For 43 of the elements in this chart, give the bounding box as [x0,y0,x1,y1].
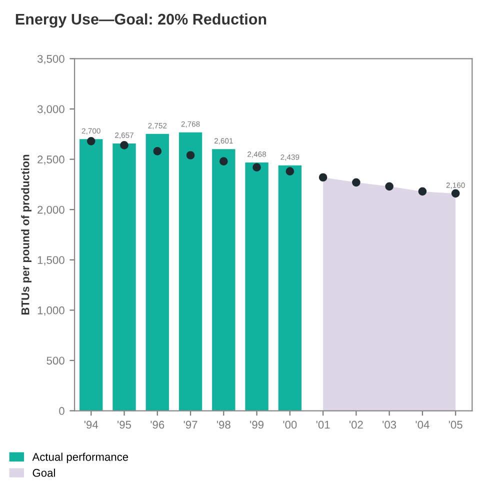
legend-label: Goal [32,468,55,477]
y-tick-label: 3,000 [37,105,64,114]
chart-title: Energy Use—Goal: 20% Reduction [16,13,266,28]
y-tick-label: 3,500 [37,54,64,64]
point [286,167,294,176]
point [418,187,427,196]
x-tick-label: '00 [283,420,297,429]
x-tick-label: '01 [316,420,330,429]
point [451,189,460,198]
x-tick-label: '02 [350,420,363,429]
x-tick-label: '04 [416,420,430,429]
point [153,147,162,156]
bar [245,162,268,411]
bar [212,149,236,411]
bar [80,139,103,411]
bar [278,165,302,411]
bar [112,143,136,411]
y-tick-label: 1,500 [38,256,64,266]
bar [146,134,169,411]
legend-label: Actual performance [32,452,128,464]
y-axis-title: BTUs per pound of production [21,154,32,315]
x-tick-label: '03 [382,420,396,429]
x-tick-label: '94 [84,420,98,429]
point [219,157,228,166]
x-tick-label: '05 [448,420,462,429]
bar [178,132,202,411]
point [120,141,128,150]
point [252,163,261,172]
x-tick-label: '95 [118,420,132,429]
x-tick-label: '98 [216,420,230,429]
point [318,173,328,182]
y-tick-label: 1,000 [38,306,64,316]
point [352,178,360,187]
y-tick-label: 2,000 [38,206,64,216]
point [186,151,195,160]
x-tick-label: '96 [150,420,164,429]
y-tick-label: 0 [59,407,64,415]
point [86,137,96,146]
y-tick-label: 500 [46,356,64,365]
y-tick-label: 2,500 [38,156,64,165]
x-tick-label: '99 [250,420,264,429]
point [385,182,394,191]
x-tick-label: '97 [184,420,198,429]
